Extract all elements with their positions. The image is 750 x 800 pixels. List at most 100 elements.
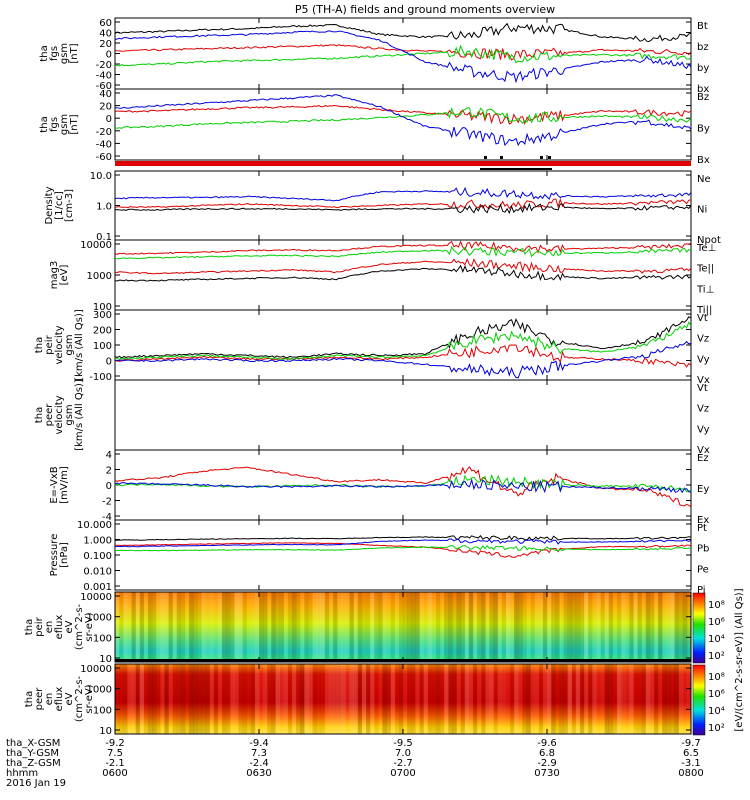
y-tick-label: 100 [93, 302, 112, 313]
y-axis-label: peer [34, 687, 45, 711]
spectrogram-stripe [625, 592, 630, 662]
spectrogram-stripe [353, 592, 359, 662]
spectrogram-stripe [497, 592, 503, 662]
y-axis-label: eV [64, 692, 75, 705]
series-pt [114, 535, 692, 541]
spectrogram-stripe [592, 664, 597, 734]
spectrogram-stripe [320, 592, 326, 662]
series-bz [114, 44, 692, 61]
spectrogram-stripe [612, 664, 618, 734]
spectrogram-stripe [189, 592, 194, 662]
spectrogram-stripe [571, 592, 577, 662]
spectrogram-stripe [271, 592, 276, 662]
spectrogram-stripe [127, 592, 132, 662]
spectrogram-stripe [427, 592, 433, 662]
spectrogram-stripe [686, 592, 692, 662]
status-mark [540, 156, 543, 159]
spectrogram-stripe [386, 592, 391, 662]
spectrogram-stripe [563, 592, 568, 662]
legend-vx: Vx [697, 375, 710, 386]
spectrogram-stripe [559, 664, 564, 734]
spectrogram-stripe [588, 664, 593, 734]
spectrogram-peer-eflux [115, 664, 691, 734]
y-axis-label: [nT] [69, 43, 80, 63]
spectrogram-stripe [353, 664, 359, 734]
spectrogram-stripe [505, 592, 511, 662]
colorbar-tick-label: 10⁴ [708, 706, 725, 717]
spectrogram-stripe [222, 664, 227, 734]
spectrogram-stripe [197, 592, 202, 662]
spectrogram-stripe [238, 592, 243, 662]
spectrogram-stripe [131, 664, 136, 734]
spectrogram-stripe [555, 664, 560, 734]
y-tick-label: 100 [93, 633, 112, 644]
spectrogram-stripe [592, 592, 597, 662]
series-bx [114, 30, 692, 84]
spectrogram-stripe [542, 592, 548, 662]
spectrogram-stripe [193, 592, 198, 662]
series-pi [115, 538, 692, 548]
spectrogram-stripe [349, 664, 354, 734]
y-tick-label: 0.010 [83, 567, 112, 578]
spectrogram-stripe [176, 664, 182, 734]
x-axis-value: -2.9 [537, 758, 557, 769]
spectrogram-stripe [456, 664, 461, 734]
legend-ey: Ey [697, 484, 709, 495]
spectrogram-stripe [308, 664, 313, 734]
y-tick-label: 0 [106, 357, 112, 368]
spectrogram-stripe [435, 592, 441, 662]
spectrogram-stripe [217, 664, 223, 734]
y-axis-label: mag3 [49, 261, 60, 290]
legend-npot: Npot [697, 235, 721, 246]
spectrogram-stripe [662, 592, 667, 662]
spectrogram-stripe [584, 592, 589, 662]
y-tick-label: 10000 [80, 592, 112, 603]
y-axis-label: (cm^2-s- [74, 675, 85, 722]
spectrogram-stripe [341, 664, 346, 734]
y-tick-label: 0 [106, 50, 112, 61]
spectrogram-stripe [172, 664, 178, 734]
spectrogram-stripe [164, 664, 169, 734]
x-axis-row-label: tha_X-GSM [6, 738, 60, 749]
x-axis-value: -9.2 [105, 738, 125, 749]
x-axis-value: -2.7 [393, 758, 413, 769]
spectrogram-stripe [485, 592, 490, 662]
y-tick-label: 10 [99, 654, 112, 665]
spectrogram-stripe [551, 592, 556, 662]
y-axis-label: eflux [54, 615, 65, 640]
spectrogram-stripe [641, 664, 647, 734]
spectrogram-stripe [621, 592, 626, 662]
spectrogram-stripe [394, 592, 400, 662]
series-npot [114, 186, 692, 202]
spectrogram-stripe [666, 664, 671, 734]
y-axis-label: tha [24, 619, 35, 635]
y-tick-label: 100 [93, 341, 112, 352]
panel-efield: 4 2 0 -2 -4 E=-VxB [mV/m] Ez Ey Ex [49, 449, 709, 526]
y-axis-label: [nT] [69, 114, 80, 134]
spectrogram-stripe [567, 664, 573, 734]
spectrogram-stripe [131, 592, 136, 662]
spectrogram-stripe [370, 592, 375, 662]
y-tick-label: 2 [106, 466, 112, 477]
spectrogram-stripe [579, 664, 585, 734]
spectrogram-stripe [530, 592, 535, 662]
legend-by: by [697, 63, 709, 74]
spectrogram-stripe [304, 664, 309, 734]
legend-pi: Pi [697, 585, 706, 596]
series-vx [114, 340, 692, 379]
spectrogram-stripe [345, 664, 350, 734]
x-axis-value: -9.6 [537, 738, 557, 749]
spectrogram-stripe [160, 592, 165, 662]
spectrogram-stripe [551, 664, 556, 734]
spectrogram-stripe [621, 664, 626, 734]
spectrogram-stripe [222, 592, 227, 662]
spectrogram-stripe [226, 664, 231, 734]
spectrogram-stripe [320, 664, 326, 734]
spectrogram-stripe [596, 592, 601, 662]
x-axis-value: -2.1 [105, 758, 125, 769]
spectrogram-stripe [625, 664, 630, 734]
spectrogram-stripe [472, 592, 478, 662]
x-axis-value: -9.5 [393, 738, 413, 749]
y-tick-label: 40 [99, 29, 112, 40]
